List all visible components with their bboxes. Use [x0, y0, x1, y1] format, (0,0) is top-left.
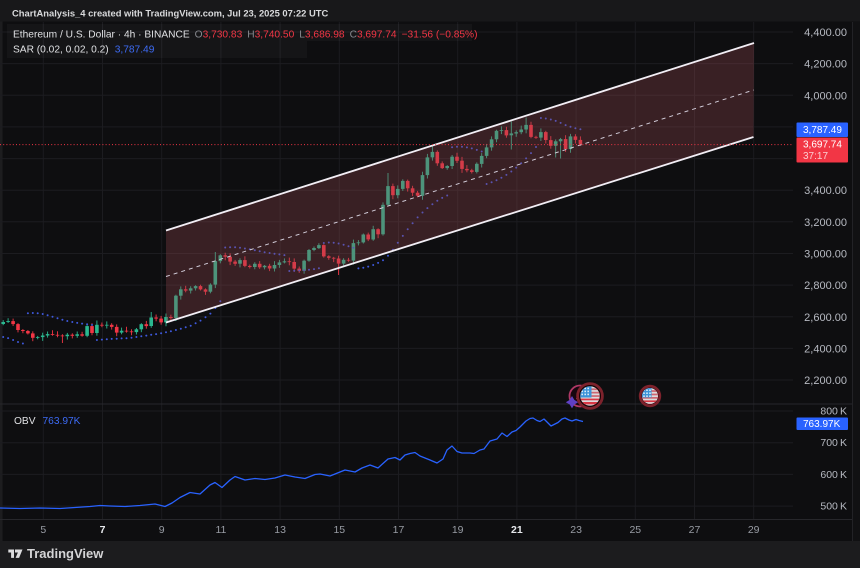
- svg-text:27: 27: [689, 524, 701, 536]
- svg-text:763.97K: 763.97K: [803, 419, 841, 430]
- svg-text:23: 23: [570, 524, 582, 536]
- svg-text:37:17: 37:17: [803, 151, 828, 162]
- svg-text:3,400.00: 3,400.00: [804, 185, 847, 197]
- svg-text:2,400.00: 2,400.00: [804, 343, 847, 355]
- svg-text:3,787.49: 3,787.49: [803, 125, 842, 136]
- svg-text:21: 21: [511, 524, 523, 536]
- svg-text:2,800.00: 2,800.00: [804, 280, 847, 292]
- svg-text:19: 19: [452, 524, 464, 536]
- svg-text:Ethereum / U.S. Dollar · 4h ·: Ethereum / U.S. Dollar · 4h · BINANCE O3,…: [13, 30, 478, 41]
- svg-text:3,200.00: 3,200.00: [804, 217, 847, 229]
- svg-text:15: 15: [333, 524, 345, 536]
- svg-text:5: 5: [40, 524, 46, 536]
- svg-text:4,400.00: 4,400.00: [804, 27, 847, 39]
- svg-text:700 K: 700 K: [820, 437, 847, 449]
- svg-text:800 K: 800 K: [820, 406, 847, 418]
- svg-text:ChartAnalysis_4 created with T: ChartAnalysis_4 created with TradingView…: [12, 8, 329, 19]
- svg-text:3,697.74: 3,697.74: [803, 140, 842, 151]
- svg-text:2,600.00: 2,600.00: [804, 312, 847, 324]
- svg-text:13: 13: [274, 524, 286, 536]
- svg-text:600 K: 600 K: [820, 469, 847, 481]
- svg-text:25: 25: [629, 524, 641, 536]
- svg-text:17: 17: [393, 524, 405, 536]
- svg-text:TradingView: TradingView: [27, 546, 104, 561]
- svg-text:11: 11: [215, 524, 226, 536]
- svg-text:SAR (0.02, 0.02, 0.2)3,787.49: SAR (0.02, 0.02, 0.2) 3,787.49: [13, 45, 155, 56]
- svg-text:4,200.00: 4,200.00: [804, 59, 847, 71]
- svg-text:9: 9: [159, 524, 165, 536]
- svg-text:29: 29: [748, 524, 760, 536]
- svg-text:7: 7: [100, 524, 106, 536]
- svg-text:3,000.00: 3,000.00: [804, 249, 847, 261]
- svg-text:500 K: 500 K: [820, 501, 847, 513]
- svg-text:4,000.00: 4,000.00: [804, 90, 847, 102]
- svg-text:2,200.00: 2,200.00: [804, 375, 847, 387]
